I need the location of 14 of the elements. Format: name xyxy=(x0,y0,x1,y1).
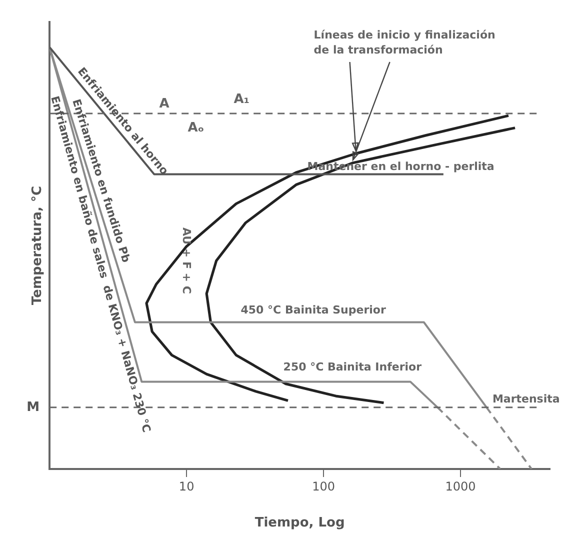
x-tick-label: 10 xyxy=(178,479,194,494)
y-axis-title: Temperatura, °C xyxy=(30,186,46,305)
annotation: Aₒ xyxy=(188,120,204,136)
annotation: A xyxy=(159,96,170,112)
x-tick-label: 100 xyxy=(312,479,336,494)
annotation: Líneas de inicio y finalización de la transformación xyxy=(314,28,496,56)
annotation: A₁ xyxy=(234,92,250,108)
annotation: 250 °C Bainita Inferior xyxy=(283,360,422,374)
annotation: 450 °C Bainita Superior xyxy=(240,304,386,317)
annotation: AU + F + C xyxy=(180,227,193,294)
annotation: Martensita xyxy=(492,392,560,406)
x-tick-label: 1000 xyxy=(445,479,476,494)
x-axis-title: Tiempo, Log xyxy=(254,516,345,531)
ref-line-label: M xyxy=(26,400,40,415)
